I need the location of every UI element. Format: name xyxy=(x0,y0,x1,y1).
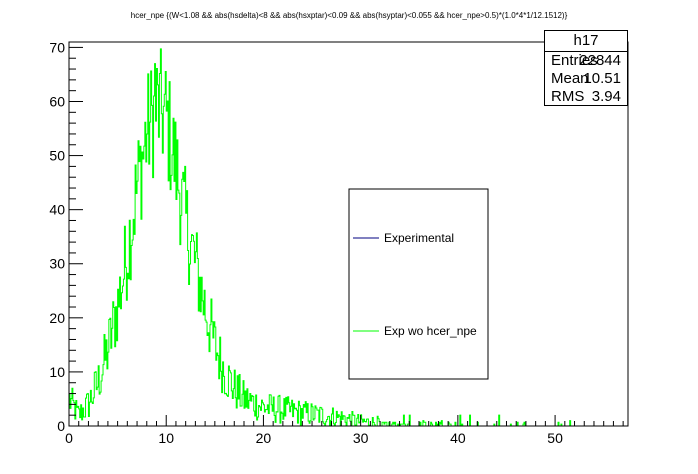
stats-value: 10.51 xyxy=(583,70,621,87)
stats-row-rms: RMS 3.94 xyxy=(551,88,621,106)
x-tick-label: 20 xyxy=(256,430,272,446)
legend: Experimental Exp wo hcer_npe xyxy=(348,188,489,380)
legend-box xyxy=(348,188,489,380)
stats-box: h17 Entries 22844 Mean 10.51 RMS 3.94 xyxy=(544,30,628,106)
legend-label-exp-wo-hcer: Exp wo hcer_npe xyxy=(384,324,477,338)
stats-key: RMS xyxy=(551,88,585,105)
stats-row-entries: Entries 22844 xyxy=(551,52,621,70)
x-tick-label: 0 xyxy=(65,430,73,446)
stats-divider xyxy=(545,51,627,52)
stats-key: Mean xyxy=(551,70,589,87)
plot-frame xyxy=(68,41,629,427)
x-tick-label: 40 xyxy=(450,430,466,446)
y-tick-label: 40 xyxy=(49,202,65,218)
chart-title: hcer_npe {(W<1.08 && abs(hsdelta)<8 && a… xyxy=(131,11,568,20)
stats-title: h17 xyxy=(573,32,599,49)
y-tick-label: 10 xyxy=(49,364,65,380)
y-tick-label: 30 xyxy=(49,256,65,272)
x-tick-label: 30 xyxy=(353,430,369,446)
legend-label-experimental: Experimental xyxy=(384,231,454,245)
stats-value: 22844 xyxy=(579,52,621,69)
x-tick-label: 50 xyxy=(547,430,563,446)
y-tick-label: 70 xyxy=(49,39,65,55)
stats-row-mean: Mean 10.51 xyxy=(551,70,621,88)
y-tick-label: 50 xyxy=(49,148,65,164)
y-tick-label: 20 xyxy=(49,310,65,326)
x-axis: 0 10 20 30 40 50 xyxy=(65,415,624,446)
stats-value: 3.94 xyxy=(591,88,621,105)
y-tick-label: 60 xyxy=(49,93,65,109)
y-axis: 0 10 20 30 40 50 60 70 xyxy=(49,39,83,434)
stats-key: Entries xyxy=(551,52,598,69)
y-tick-label: 0 xyxy=(57,418,65,434)
x-tick-label: 10 xyxy=(158,430,174,446)
